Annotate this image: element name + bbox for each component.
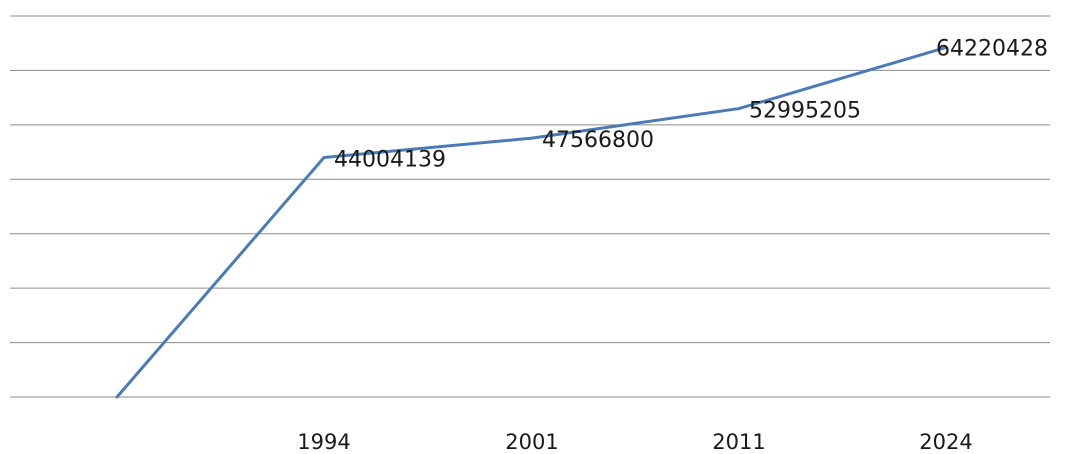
x-tick-label: 1994 bbox=[297, 430, 350, 454]
series-line bbox=[115, 45, 948, 399]
series-group bbox=[115, 45, 948, 399]
data-label: 47566800 bbox=[542, 128, 654, 153]
x-tick-label: 2011 bbox=[712, 430, 765, 454]
x-axis-tick-labels: 1994 2001 2011 2024 bbox=[297, 430, 972, 454]
data-label: 64220428 bbox=[936, 36, 1048, 61]
data-label: 52995205 bbox=[749, 99, 861, 124]
gridlines bbox=[10, 15, 1050, 398]
data-labels: 44004139 47566800 52995205 64220428 bbox=[334, 36, 1048, 172]
x-tick-label: 2024 bbox=[919, 430, 972, 454]
x-tick-label: 2001 bbox=[505, 430, 558, 454]
data-label: 44004139 bbox=[334, 147, 446, 172]
